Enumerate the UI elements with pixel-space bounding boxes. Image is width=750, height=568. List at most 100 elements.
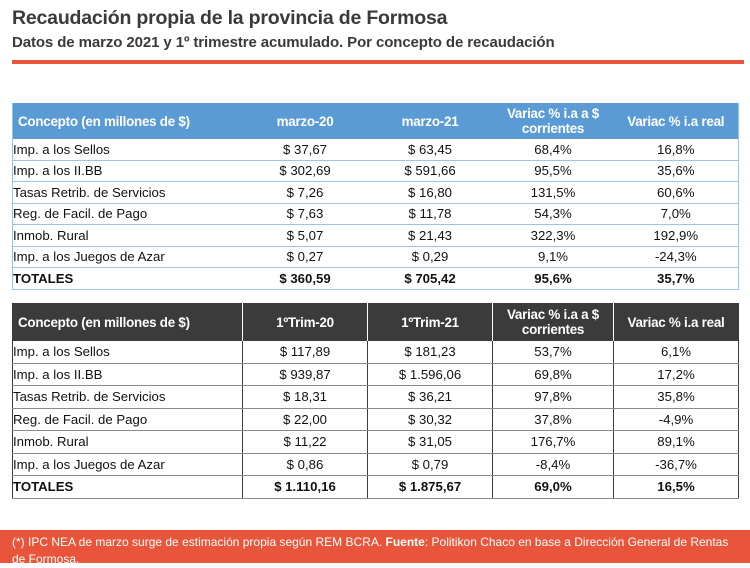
cell-variac-corrientes: 176,7%	[492, 430, 614, 454]
table-row: Tasas Retrib. de Servicios $ 18,31 $ 36,…	[12, 385, 739, 409]
cell-concepto: Imp. a los Juegos de Azar	[12, 246, 243, 268]
table-row: Imp. a los II.BB $ 939,87 $ 1.596,06 69,…	[12, 363, 739, 386]
cell-marzo-21: $ 591,66	[367, 160, 493, 182]
cell-total-variac-real: 35,7%	[613, 267, 739, 290]
header-divider	[12, 60, 744, 64]
cell-trim-21: $ 31,05	[367, 430, 493, 454]
cell-variac-real: 6,1%	[613, 341, 739, 364]
cell-variac-real: 192,9%	[613, 224, 739, 247]
cell-marzo-20: $ 7,63	[242, 203, 368, 225]
cell-variac-real: -36,7%	[613, 453, 739, 476]
cell-variac-real: 17,2%	[613, 363, 739, 386]
cell-variac-real: 89,1%	[613, 430, 739, 454]
cell-trim-21: $ 1.596,06	[367, 363, 493, 386]
column-header-concepto: Concepto (en millones de $)	[12, 303, 243, 341]
cell-concepto: Reg. de Facil. de Pago	[12, 203, 243, 225]
cell-trim-20: $ 22,00	[242, 408, 368, 431]
cell-variac-real: 7,0%	[613, 203, 739, 225]
page-header: Recaudación propia de la provincia de Fo…	[0, 0, 750, 53]
cell-total-marzo-20: $ 360,59	[242, 267, 368, 290]
table-row: Tasas Retrib. de Servicios $ 7,26 $ 16,8…	[12, 181, 739, 204]
cell-total-label: TOTALES	[12, 475, 243, 499]
cell-marzo-20: $ 7,26	[242, 181, 368, 204]
table-total-row: TOTALES $ 360,59 $ 705,42 95,6% 35,7%	[12, 267, 739, 290]
quarterly-table-body: Imp. a los Sellos $ 117,89 $ 181,23 53,7…	[12, 341, 739, 499]
column-header-concepto: Concepto (en millones de $)	[12, 103, 243, 139]
monthly-table-body: Imp. a los Sellos $ 37,67 $ 63,45 68,4% …	[12, 139, 739, 290]
column-header-variac-real: Variac % i.a real	[613, 303, 739, 341]
cell-total-variac-corrientes: 69,0%	[492, 475, 614, 499]
table-row: Inmob. Rural $ 5,07 $ 21,43 322,3% 192,9…	[12, 224, 739, 247]
cell-variac-corrientes: 9,1%	[492, 246, 614, 268]
table-row: Reg. de Facil. de Pago $ 22,00 $ 30,32 3…	[12, 408, 739, 431]
cell-concepto: Inmob. Rural	[12, 224, 243, 247]
column-header-trim-21: 1ºTrim-21	[367, 303, 493, 341]
cell-trim-20: $ 117,89	[242, 341, 368, 364]
cell-total-variac-corrientes: 95,6%	[492, 267, 614, 290]
cell-variac-real: 35,6%	[613, 160, 739, 182]
cell-marzo-20: $ 0,27	[242, 246, 368, 268]
table-header-row: Concepto (en millones de $) 1ºTrim-20 1º…	[12, 303, 739, 341]
cell-trim-20: $ 11,22	[242, 430, 368, 454]
cell-concepto: Imp. a los II.BB	[12, 160, 243, 182]
cell-concepto: Tasas Retrib. de Servicios	[12, 385, 243, 409]
cell-total-marzo-21: $ 705,42	[367, 267, 493, 290]
cell-variac-corrientes: 53,7%	[492, 341, 614, 364]
cell-variac-corrientes: 131,5%	[492, 181, 614, 204]
footer-note-text: (*) IPC NEA de marzo surge de estimación…	[12, 535, 386, 549]
cell-marzo-21: $ 16,80	[367, 181, 493, 204]
table-row: Imp. a los Sellos $ 117,89 $ 181,23 53,7…	[12, 341, 739, 364]
cell-total-trim-21: $ 1.875,67	[367, 475, 493, 499]
table-row: Imp. a los Juegos de Azar $ 0,86 $ 0,79 …	[12, 453, 739, 476]
footer-source-label: Fuente	[385, 535, 425, 549]
cell-marzo-20: $ 37,67	[242, 139, 368, 161]
column-header-marzo-21: marzo-21	[367, 103, 493, 139]
cell-variac-corrientes: 68,4%	[492, 139, 614, 161]
table-header-row: Concepto (en millones de $) marzo-20 mar…	[12, 103, 739, 139]
cell-trim-21: $ 30,32	[367, 408, 493, 431]
cell-marzo-21: $ 21,43	[367, 224, 493, 247]
cell-trim-21: $ 36,21	[367, 385, 493, 409]
cell-trim-20: $ 18,31	[242, 385, 368, 409]
column-header-variac-corrientes: Variac % i.a a $ corrientes	[492, 303, 614, 341]
cell-marzo-20: $ 5,07	[242, 224, 368, 247]
monthly-table-head: Concepto (en millones de $) marzo-20 mar…	[12, 103, 739, 139]
cell-trim-20: $ 939,87	[242, 363, 368, 386]
column-header-trim-20: 1ºTrim-20	[242, 303, 368, 341]
quarterly-table-head: Concepto (en millones de $) 1ºTrim-20 1º…	[12, 303, 739, 341]
cell-variac-real: 16,8%	[613, 139, 739, 161]
table-total-row: TOTALES $ 1.110,16 $ 1.875,67 69,0% 16,5…	[12, 475, 739, 499]
cell-variac-corrientes: 69,8%	[492, 363, 614, 386]
cell-concepto: Inmob. Rural	[12, 430, 243, 454]
cell-concepto: Imp. a los II.BB	[12, 363, 243, 386]
cell-variac-real: -4,9%	[613, 408, 739, 431]
cell-concepto: Imp. a los Sellos	[12, 341, 243, 364]
table-row: Inmob. Rural $ 11,22 $ 31,05 176,7% 89,1…	[12, 430, 739, 454]
cell-marzo-21: $ 0,29	[367, 246, 493, 268]
cell-concepto: Tasas Retrib. de Servicios	[12, 181, 243, 204]
column-header-variac-real: Variac % i.a real	[613, 103, 739, 139]
cell-total-label: TOTALES	[12, 267, 243, 290]
cell-trim-21: $ 181,23	[367, 341, 493, 364]
cell-marzo-21: $ 63,45	[367, 139, 493, 161]
table-row: Reg. de Facil. de Pago $ 7,63 $ 11,78 54…	[12, 203, 739, 225]
cell-variac-corrientes: 37,8%	[492, 408, 614, 431]
cell-concepto: Imp. a los Juegos de Azar	[12, 453, 243, 476]
cell-variac-real: 35,8%	[613, 385, 739, 409]
cell-marzo-21: $ 11,78	[367, 203, 493, 225]
table-row: Imp. a los Sellos $ 37,67 $ 63,45 68,4% …	[12, 139, 739, 161]
cell-variac-corrientes: 95,5%	[492, 160, 614, 182]
cell-variac-real: 60,6%	[613, 181, 739, 204]
cell-variac-corrientes: 322,3%	[492, 224, 614, 247]
quarterly-table-container: Concepto (en millones de $) 1ºTrim-20 1º…	[12, 303, 739, 499]
cell-variac-real: -24,3%	[613, 246, 739, 268]
cell-total-trim-20: $ 1.110,16	[242, 475, 368, 499]
quarterly-table: Concepto (en millones de $) 1ºTrim-20 1º…	[12, 303, 739, 499]
monthly-table-container: Concepto (en millones de $) marzo-20 mar…	[12, 103, 739, 290]
cell-total-variac-real: 16,5%	[613, 475, 739, 499]
cell-concepto: Reg. de Facil. de Pago	[12, 408, 243, 431]
cell-variac-corrientes: -8,4%	[492, 453, 614, 476]
monthly-table: Concepto (en millones de $) marzo-20 mar…	[12, 103, 739, 290]
cell-marzo-20: $ 302,69	[242, 160, 368, 182]
cell-variac-corrientes: 54,3%	[492, 203, 614, 225]
